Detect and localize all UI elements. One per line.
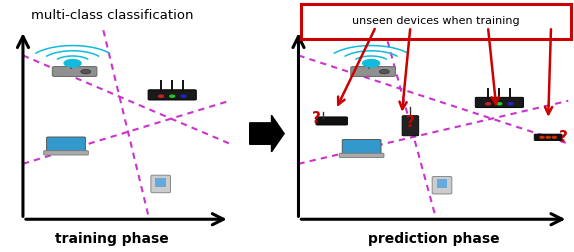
FancyBboxPatch shape bbox=[432, 176, 452, 194]
Circle shape bbox=[158, 95, 164, 97]
FancyArrow shape bbox=[250, 115, 284, 152]
Circle shape bbox=[379, 70, 389, 74]
Text: ?: ? bbox=[406, 115, 415, 131]
Circle shape bbox=[540, 136, 544, 138]
Circle shape bbox=[170, 95, 174, 97]
FancyBboxPatch shape bbox=[52, 67, 97, 76]
FancyBboxPatch shape bbox=[316, 117, 348, 125]
Circle shape bbox=[363, 59, 379, 67]
Circle shape bbox=[546, 136, 550, 138]
FancyBboxPatch shape bbox=[155, 178, 166, 187]
Circle shape bbox=[508, 103, 513, 105]
Text: ?: ? bbox=[559, 130, 568, 145]
Text: training phase: training phase bbox=[55, 232, 169, 246]
Circle shape bbox=[81, 70, 91, 74]
Circle shape bbox=[552, 136, 556, 138]
FancyBboxPatch shape bbox=[301, 4, 571, 39]
FancyBboxPatch shape bbox=[402, 116, 418, 136]
FancyBboxPatch shape bbox=[436, 179, 448, 188]
FancyBboxPatch shape bbox=[46, 137, 86, 152]
FancyBboxPatch shape bbox=[151, 175, 170, 193]
Text: unseen devices when training: unseen devices when training bbox=[352, 16, 520, 26]
Circle shape bbox=[181, 95, 186, 97]
FancyBboxPatch shape bbox=[342, 140, 381, 154]
Circle shape bbox=[486, 103, 491, 105]
FancyBboxPatch shape bbox=[351, 67, 395, 76]
FancyBboxPatch shape bbox=[44, 151, 88, 155]
Text: prediction phase: prediction phase bbox=[367, 232, 499, 246]
FancyBboxPatch shape bbox=[148, 90, 196, 100]
Circle shape bbox=[64, 59, 81, 67]
FancyBboxPatch shape bbox=[475, 97, 523, 108]
FancyBboxPatch shape bbox=[339, 153, 384, 158]
Text: multi-class classification: multi-class classification bbox=[30, 9, 193, 22]
Circle shape bbox=[497, 103, 502, 105]
Text: ?: ? bbox=[312, 111, 321, 127]
FancyBboxPatch shape bbox=[534, 134, 562, 141]
